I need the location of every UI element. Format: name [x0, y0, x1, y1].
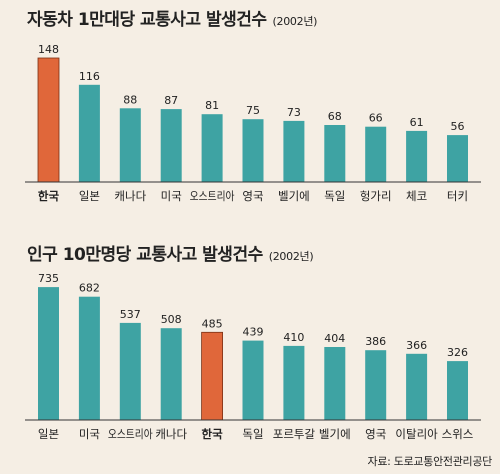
chart-1-value-label-5: 439 — [243, 326, 264, 339]
chart-1-value-label-4: 485 — [202, 317, 223, 330]
chart-0-bar-10 — [447, 135, 468, 182]
chart-1-bar-8 — [365, 350, 387, 420]
chart-0-value-label-2: 88 — [123, 93, 137, 106]
chart-0-category-label-8: 헝가리 — [360, 189, 392, 203]
chart-0-value-label-4: 81 — [205, 99, 219, 112]
chart-1-value-label-8: 386 — [365, 335, 386, 348]
chart-1-bar-6 — [283, 345, 305, 420]
chart-0-category-label-7: 독일 — [324, 189, 345, 203]
chart-1-category-label-4: 한국 — [202, 427, 224, 441]
chart-0-value-label-10: 56 — [451, 120, 465, 133]
chart-0-bar-9 — [406, 130, 428, 182]
chart-1-bar-4 — [201, 331, 224, 421]
chart-1-category-label-8: 영국 — [365, 427, 386, 441]
chart-0-bar-8 — [365, 126, 387, 182]
chart-1-value-label-3: 508 — [161, 313, 182, 326]
chart-0-bar-4 — [201, 114, 223, 182]
chart-0-bar-5 — [242, 119, 264, 182]
chart-1-category-label-3: 캐나다 — [155, 427, 187, 441]
chart-0-category-label-6: 벨기에 — [278, 189, 310, 203]
chart-1-bar-3 — [160, 328, 182, 420]
chart-0-bar-6 — [283, 120, 305, 182]
chart-1-value-label-0: 735 — [38, 272, 59, 285]
chart-1-bar-9 — [406, 353, 428, 420]
chart-2-subtitle: (2002년) — [268, 250, 314, 263]
chart-0-category-label-3: 미국 — [161, 189, 182, 203]
chart-1-bar-0 — [38, 287, 59, 420]
chart-0-value-label-7: 68 — [328, 110, 342, 123]
chart-1-value-label-6: 410 — [283, 331, 304, 344]
chart-0-category-label-1: 일본 — [79, 189, 100, 203]
chart-0-value-label-9: 61 — [410, 116, 424, 129]
chart-2-title: 인구 10만명당 교통사고 발생건수 (2002년) — [27, 240, 314, 265]
chart-1-category-label-9: 이탈리아 — [395, 427, 438, 441]
chart-0-value-label-8: 66 — [369, 112, 383, 125]
chart-0-value-label-3: 87 — [164, 94, 178, 107]
chart-0-value-label-6: 73 — [287, 106, 301, 119]
chart-0-value-label-5: 75 — [246, 104, 260, 117]
chart-0-bar-2 — [119, 108, 141, 182]
chart-1-category-label-10: 스위스 — [442, 427, 474, 441]
chart-1-value-label-1: 682 — [79, 282, 100, 295]
chart-1-bar-7 — [324, 347, 346, 420]
chart-1-category-label-1: 미국 — [79, 427, 100, 441]
chart-0-bar-3 — [160, 109, 182, 182]
chart-0-bar-7 — [324, 125, 346, 182]
chart-1-bar-5 — [242, 340, 264, 420]
chart-1-bar-2 — [119, 322, 141, 420]
chart-1-category-label-2: 오스트리아 — [108, 427, 153, 441]
chart-0-category-label-9: 체코 — [406, 189, 427, 203]
source-note: 자료: 도로교통안전관리공단 — [367, 455, 493, 468]
chart-1-value-label-10: 326 — [447, 346, 468, 359]
chart-1-category-label-7: 벨기에 — [319, 427, 351, 441]
chart-0-category-label-10: 터키 — [447, 189, 468, 203]
chart-1-value-label-2: 537 — [120, 308, 141, 321]
chart-0-category-label-5: 영국 — [242, 189, 263, 203]
chart-1-bar-1 — [78, 296, 100, 420]
chart-0-value-label-0: 148 — [38, 43, 59, 56]
chart-0-category-label-0: 한국 — [38, 189, 60, 203]
chart-1-value-label-9: 366 — [406, 339, 427, 352]
chart-0-category-label-2: 캐나다 — [114, 189, 146, 203]
chart-1: 148 한국 116 일본 88 캐나다 87 미국 81 오스트리아 75 영국 73 벨기에 68 독일 6… — [25, 43, 481, 203]
chart-1-category-label-0: 일본 — [38, 427, 59, 441]
chart-0-value-label-1: 116 — [79, 70, 100, 83]
chart-1-value-label-7: 404 — [324, 332, 345, 345]
chart-1-title: 자동차 1만대당 교통사고 발생건수 (2002년) — [27, 5, 317, 30]
chart-0-bar-1 — [78, 84, 100, 182]
chart-0-category-label-4: 오스트리아 — [190, 189, 235, 203]
chart-1-category-label-5: 독일 — [242, 427, 263, 441]
chart-1-title-text: 자동차 1만대당 교통사고 발생건수 — [27, 10, 267, 30]
chart-1-category-label-6: 포르투갈 — [273, 427, 316, 441]
chart-1-subtitle: (2002년) — [272, 15, 318, 28]
chart-2-title-text: 인구 10만명당 교통사고 발생건수 — [27, 245, 263, 265]
chart-1-bar-10 — [447, 361, 468, 420]
